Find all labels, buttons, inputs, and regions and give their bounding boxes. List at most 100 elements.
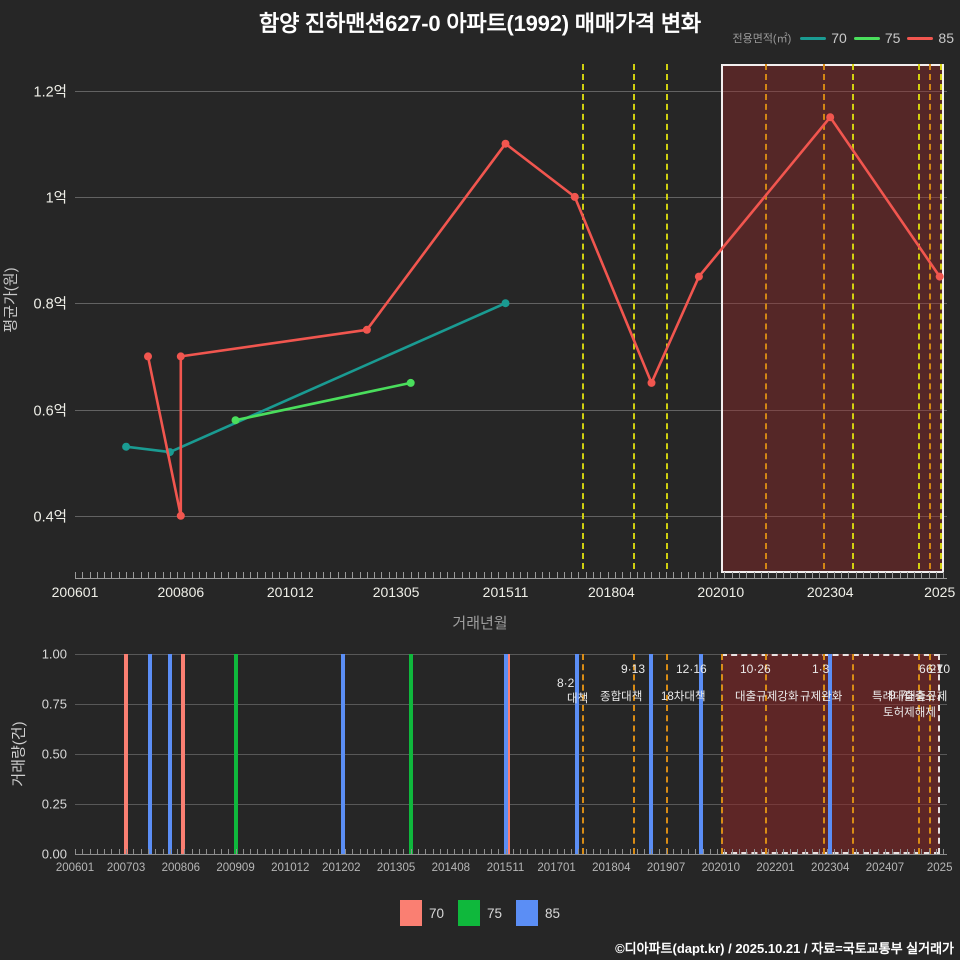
volume-x-minor-tick (687, 849, 689, 854)
main-x-minor-tick (483, 572, 485, 578)
main-x-minor-tick (432, 572, 434, 578)
main-x-axis-line (75, 578, 947, 579)
main-x-minor-tick (89, 572, 91, 578)
volume-x-minor-tick (739, 849, 741, 854)
main-x-minor-tick (396, 572, 398, 578)
legend-bottom-item-70[interactable]: 70 (399, 900, 444, 926)
volume-x-minor-tick (906, 849, 908, 854)
legend-item-85[interactable]: 85 (907, 30, 954, 46)
main-data-point-70[interactable] (501, 299, 510, 308)
volume-x-minor-tick (848, 849, 850, 854)
main-policy-line (633, 64, 636, 569)
legend-item-75[interactable]: 75 (853, 30, 900, 46)
main-data-point-85[interactable] (826, 113, 835, 122)
main-x-minor-tick (469, 572, 471, 578)
main-x-minor-tick (359, 572, 361, 578)
legend-label-85: 85 (938, 30, 954, 46)
volume-x-minor-tick (863, 849, 865, 854)
main-y-axis-title: 평균가(원) (2, 267, 20, 333)
main-x-tick-label: 201804 (587, 584, 635, 600)
main-data-point-70[interactable] (122, 442, 131, 451)
volume-gridline (75, 654, 947, 655)
volume-x-minor-tick (753, 849, 755, 854)
main-gridline (75, 515, 947, 517)
volume-x-minor-tick (235, 849, 237, 854)
volume-x-minor-tick (746, 849, 748, 854)
volume-bar[interactable] (341, 654, 346, 854)
volume-bar[interactable] (503, 654, 508, 854)
volume-x-minor-tick (403, 849, 405, 854)
main-gridline (75, 90, 947, 92)
main-x-minor-tick (425, 572, 427, 578)
main-x-minor-tick (498, 572, 500, 578)
main-policy-line (939, 64, 942, 569)
legend-item-70[interactable]: 70 (800, 30, 847, 46)
volume-x-minor-tick (782, 849, 784, 854)
legend-bottom-item-75[interactable]: 75 (457, 900, 502, 926)
volume-x-minor-tick (75, 849, 76, 854)
main-policy-line (822, 64, 825, 569)
volume-x-minor-tick (571, 849, 573, 854)
volume-bar[interactable] (649, 654, 654, 854)
volume-x-minor-tick (330, 849, 332, 854)
volume-x-minor-tick (520, 849, 522, 854)
volume-bar[interactable] (147, 654, 152, 854)
volume-bar[interactable] (180, 654, 185, 854)
volume-bar[interactable] (698, 654, 703, 854)
main-x-minor-tick (790, 572, 792, 578)
main-x-minor-tick (644, 572, 646, 578)
main-x-minor-tick (739, 572, 741, 578)
main-data-point-85[interactable] (176, 352, 185, 361)
main-data-point-85[interactable] (362, 325, 371, 334)
main-x-minor-tick (870, 572, 872, 578)
main-data-point-85[interactable] (501, 139, 510, 148)
volume-x-minor-tick (374, 849, 376, 854)
volume-x-minor-tick (855, 849, 857, 854)
volume-x-minor-tick (666, 849, 668, 854)
volume-x-minor-tick (512, 849, 514, 854)
main-x-minor-tick (352, 572, 354, 578)
main-data-point-85[interactable] (647, 378, 656, 387)
main-x-minor-tick (636, 572, 638, 578)
main-data-point-85[interactable] (935, 272, 944, 281)
main-data-point-75[interactable] (231, 416, 240, 425)
volume-x-axis-line (75, 854, 947, 855)
main-x-minor-tick (928, 572, 930, 578)
main-x-minor-tick (75, 572, 76, 578)
volume-bar[interactable] (828, 654, 833, 854)
legend-bottom-label-85: 85 (545, 905, 561, 921)
volume-x-minor-tick (177, 849, 179, 854)
main-x-minor-tick (812, 572, 813, 578)
volume-x-minor-tick (549, 849, 551, 854)
main-data-point-85[interactable] (176, 511, 185, 520)
volume-annotation-label: 대출규제 (905, 691, 948, 703)
volume-x-minor-tick (228, 849, 230, 854)
volume-x-tick-label: 201511 (486, 862, 525, 874)
volume-x-tick-label: 201804 (592, 862, 631, 874)
volume-bar[interactable] (574, 654, 579, 854)
volume-bar[interactable] (124, 654, 129, 854)
main-x-minor-tick (855, 572, 857, 578)
main-data-point-75[interactable] (406, 378, 415, 387)
main-data-point-85[interactable] (144, 352, 152, 361)
volume-x-minor-tick (111, 849, 113, 854)
volume-bar[interactable] (408, 654, 413, 854)
volume-x-tick-label: 201012 (271, 862, 310, 874)
main-data-point-85[interactable] (570, 192, 579, 201)
main-x-minor-tick (242, 572, 244, 578)
main-data-point-85[interactable] (694, 272, 703, 281)
volume-x-minor-tick (505, 849, 507, 854)
volume-annotation-label: 종합대책 (600, 691, 643, 703)
volume-bar[interactable] (167, 654, 172, 854)
main-x-minor-tick (206, 572, 208, 578)
volume-policy-line (633, 654, 636, 854)
legend-bottom-item-85[interactable]: 85 (516, 900, 560, 926)
volume-annotation-label: 토허제해제 (883, 707, 936, 719)
volume-annotation-date: 12·16 (676, 662, 707, 676)
volume-bar[interactable] (233, 654, 238, 854)
volume-policy-line (764, 654, 767, 854)
volume-bar[interactable] (505, 654, 510, 854)
main-series-layer (122, 113, 944, 520)
volume-x-minor-tick (126, 849, 128, 854)
volume-x-minor-tick (775, 849, 777, 854)
